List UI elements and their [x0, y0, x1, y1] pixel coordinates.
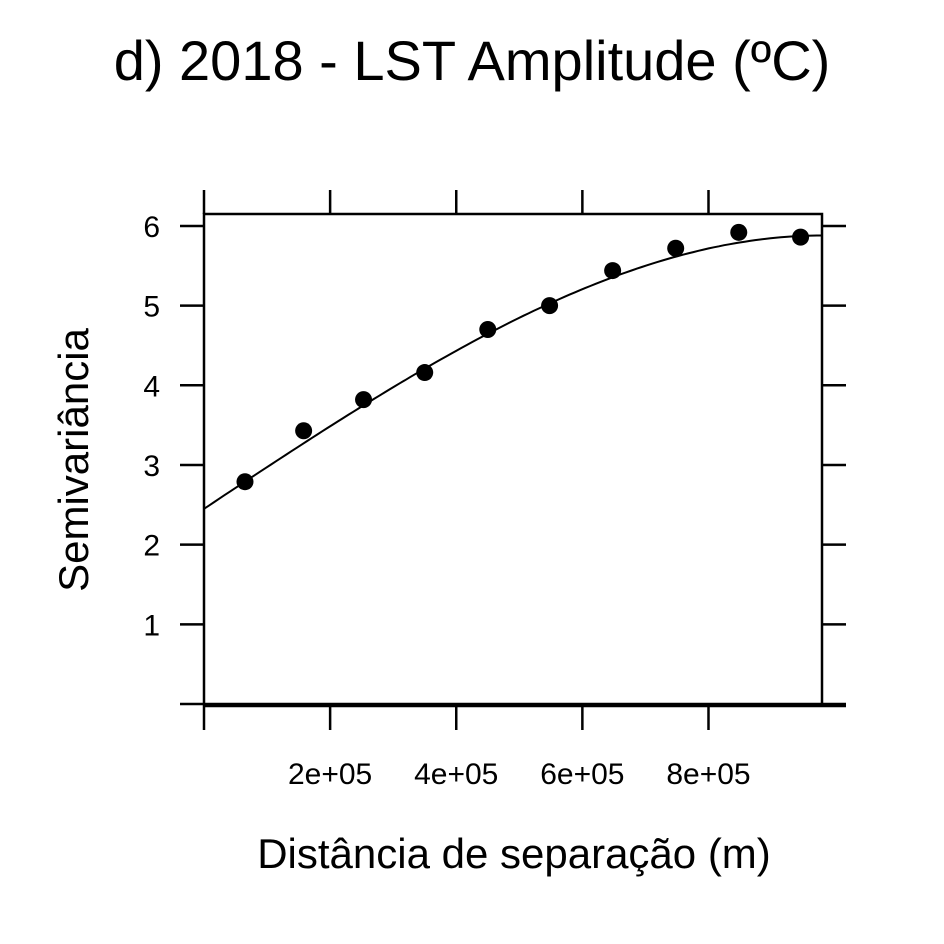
y-tick-label: 4 [143, 370, 160, 403]
plot-area-frame [202, 212, 824, 706]
data-point [479, 321, 497, 339]
y-axis-label: Semivariância [50, 327, 97, 591]
data-point [667, 239, 685, 257]
x-axis-label: Distância de separação (m) [257, 830, 771, 877]
data-point [604, 262, 622, 280]
data-point [416, 364, 434, 382]
data-point [792, 228, 810, 246]
data-point [236, 473, 254, 491]
data-point [541, 297, 559, 315]
x-tick-label: 4e+05 [414, 758, 498, 791]
data-point [730, 223, 748, 241]
data-marks [203, 223, 822, 510]
fitted-curve-line [203, 234, 822, 510]
chart-title: d) 2018 - LST Amplitude (ºC) [114, 29, 831, 92]
y-tick-label: 6 [143, 211, 160, 244]
x-tick-label: 8e+05 [666, 758, 750, 791]
y-tick-label: 3 [143, 450, 160, 483]
y-tick-label: 2 [143, 530, 160, 563]
axes-group: 2e+05 4e+05 6e+05 8e+05 1 2 3 4 5 6 [143, 190, 846, 791]
data-point [355, 391, 373, 409]
data-point [295, 422, 313, 440]
y-tick-label: 5 [143, 291, 160, 324]
x-tick-label: 2e+05 [288, 758, 372, 791]
y-tick-label: 1 [143, 609, 160, 642]
x-tick-label: 6e+05 [540, 758, 624, 791]
